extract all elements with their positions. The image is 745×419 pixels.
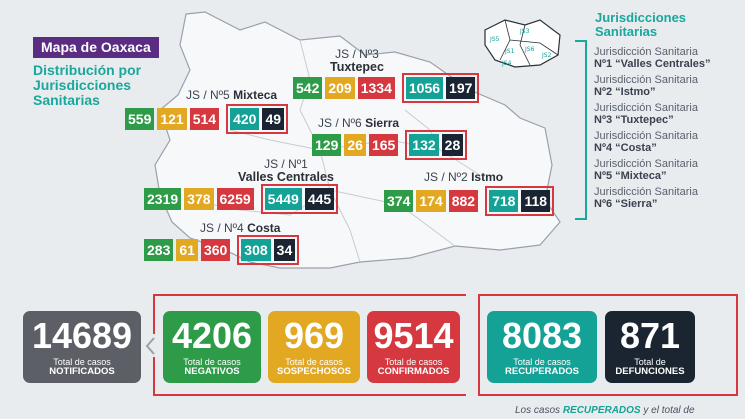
legend-title: Jurisdicciones Sanitarias — [595, 10, 687, 39]
sospechosos-value: 174 — [416, 190, 446, 212]
bracket-arrow-icon — [145, 337, 155, 355]
negativos-value: 2319 — [144, 188, 182, 210]
js-row-tuxtepec: 542 209 1334 1056 197 — [293, 73, 480, 103]
legend-item: Jurisdicción Sanitaria Nº5 “Mixteca” — [594, 158, 698, 182]
js-label-valles: JS / Nº1 Valles Centrales — [238, 157, 334, 184]
minimap-label: JS6 — [524, 46, 535, 53]
recuperados-value: 1056 — [405, 77, 444, 99]
recuperados-value: 308 — [241, 239, 271, 261]
page-subtitle: Distribución por Jurisdicciones Sanitari… — [33, 62, 142, 108]
sospechosos-value: 209 — [325, 77, 355, 99]
defunciones-value: 49 — [262, 108, 285, 130]
recuperados-frame — [478, 294, 738, 396]
minimap-label: JS5 — [489, 36, 500, 43]
defunciones-value: 28 — [441, 134, 464, 156]
defunciones-value: 118 — [521, 190, 551, 212]
page-title: Mapa de Oaxaca — [33, 37, 159, 58]
recuperados-value: 420 — [230, 108, 260, 130]
recuperados-value: 718 — [489, 190, 519, 212]
negativos-value: 129 — [312, 134, 342, 156]
legend-item: Jurisdicción Sanitaria Nº4 “Costa” — [594, 130, 698, 154]
frame-bottom-line — [153, 394, 466, 396]
js-label-tuxtepec: JS / Nº3 Tuxtepec — [330, 47, 384, 74]
footer-note: Los casos RECUPERADOS y el total de — [515, 405, 695, 416]
highlight-box: 132 28 — [405, 130, 468, 160]
recuperados-value: 5449 — [264, 188, 302, 210]
legend-item: Jurisdicción Sanitaria Nº6 “Sierra” — [594, 186, 698, 210]
total-negativos: 4206 Total de casos NEGATIVOS — [163, 311, 261, 383]
highlight-box: 1056 197 — [401, 73, 480, 103]
js-row-mixteca: 559 121 514 420 49 — [125, 104, 289, 134]
highlight-box: 308 34 — [237, 235, 300, 265]
minimap-label: JS1 — [504, 48, 515, 55]
total-notificados: 14689 Total de casos NOTIFICADOS — [23, 311, 141, 383]
frame-left-tick — [153, 357, 155, 396]
confirmados-value: 360 — [200, 239, 231, 261]
recuperados-value: 132 — [409, 134, 439, 156]
minimap-label: JS3 — [519, 28, 530, 35]
js-label-sierra: JS / Nº6 Sierra — [318, 116, 400, 130]
total-defunciones: 871 Total de DEFUNCIONES — [605, 311, 695, 383]
negativos-value: 559 — [125, 108, 155, 130]
js-label-istmo: JS / Nº2 Istmo — [424, 170, 504, 184]
negativos-value: 283 — [144, 239, 174, 261]
confirmados-value: 1334 — [357, 77, 395, 99]
legend-bracket — [575, 40, 587, 220]
js-row-valles: 2319 378 6259 5449 445 — [144, 184, 339, 214]
sospechosos-value: 26 — [344, 134, 366, 156]
mini-map: JS5 JS3 JS6 JS1 JS2 JS4 — [484, 19, 561, 68]
js-row-istmo: 374 174 882 718 118 — [384, 186, 555, 216]
defunciones-value: 34 — [273, 239, 296, 261]
highlight-box: 5449 445 — [260, 184, 339, 214]
confirmados-value: 882 — [448, 190, 479, 212]
minimap-label: JS4 — [501, 60, 512, 67]
confirmados-value: 165 — [368, 134, 399, 156]
js-label-mixteca: JS / Nº5 Mixteca — [186, 88, 278, 102]
minimap-label: JS2 — [541, 52, 552, 59]
js-label-costa: JS / Nº4 Costa — [200, 221, 281, 235]
js-row-sierra: 129 26 165 132 28 — [312, 130, 468, 160]
legend-item: Jurisdicción Sanitaria Nº2 “Istmo” — [594, 74, 698, 98]
legend-item: Jurisdicción Sanitaria Nº3 “Tuxtepec” — [594, 102, 698, 126]
sospechosos-value: 121 — [157, 108, 187, 130]
defunciones-value: 197 — [446, 77, 476, 99]
frame-top-line — [153, 294, 466, 396]
sospechosos-value: 378 — [184, 188, 214, 210]
sospechosos-value: 61 — [176, 239, 198, 261]
confirmados-value: 6259 — [216, 188, 254, 210]
negativos-value: 542 — [293, 77, 323, 99]
total-sospechosos: 969 Total de casos SOSPECHOSOS — [268, 311, 360, 383]
confirmados-value: 514 — [189, 108, 220, 130]
highlight-box: 420 49 — [226, 104, 289, 134]
negativos-value: 374 — [384, 190, 414, 212]
defunciones-value: 445 — [304, 188, 335, 210]
total-confirmados: 9514 Total de casos CONFIRMADOS — [367, 311, 460, 383]
total-recuperados: 8083 Total de casos RECUPERADOS — [487, 311, 597, 383]
highlight-box: 718 118 — [485, 186, 555, 216]
legend-item: Jurisdicción Sanitaria Nº1 “Valles Centra… — [594, 46, 711, 70]
frame-left-tick — [153, 294, 155, 334]
js-row-costa: 283 61 360 308 34 — [144, 235, 300, 265]
